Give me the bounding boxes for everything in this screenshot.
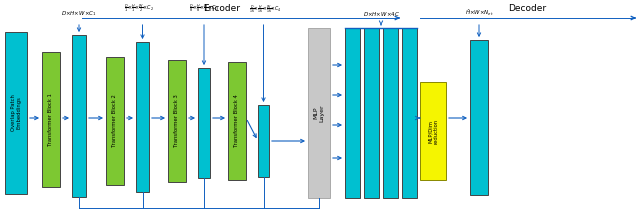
Text: Transformer Block 3: Transformer Block 3 <box>175 95 179 147</box>
Bar <box>42 52 60 187</box>
Bar <box>383 28 398 198</box>
Bar <box>5 32 27 194</box>
Bar <box>106 57 124 185</box>
Bar <box>345 28 360 198</box>
Text: Transformer Block 1: Transformer Block 1 <box>49 93 54 146</box>
Text: Transformer Block 2: Transformer Block 2 <box>113 95 118 147</box>
Bar <box>470 40 488 195</box>
Text: Encoder: Encoder <box>204 4 241 13</box>
Text: Transformer Block 4: Transformer Block 4 <box>234 95 239 147</box>
Text: $\frac{D}{1}{\times}\frac{H}{1}{\times}\frac{W}{2}{\times}C_2$: $\frac{D}{1}{\times}\frac{H}{1}{\times}\… <box>124 2 154 14</box>
Bar <box>72 35 86 197</box>
Bar <box>364 28 379 198</box>
Text: MLP
Layer: MLP Layer <box>314 104 324 122</box>
Bar <box>136 42 149 192</box>
Text: MLP/Dim
reduction: MLP/Dim reduction <box>428 118 438 144</box>
Bar <box>420 82 446 180</box>
Text: $\hat{H}{\times}W{\times}N_{et}$: $\hat{H}{\times}W{\times}N_{et}$ <box>465 8 493 18</box>
Text: Decoder: Decoder <box>508 4 546 13</box>
Text: $\frac{D}{8}{\times}\frac{H}{8}{\times}\frac{W}{8}{\times}C_3$: $\frac{D}{8}{\times}\frac{H}{8}{\times}\… <box>189 2 219 14</box>
Bar <box>168 60 186 182</box>
Bar <box>402 28 417 198</box>
Bar <box>198 68 210 178</box>
Bar <box>345 24 417 28</box>
Bar <box>258 105 269 177</box>
Bar <box>308 28 330 198</box>
Text: $\frac{D}{16}{\times}\frac{H}{16}{\times}\frac{W}{16}{\times}C_4$: $\frac{D}{16}{\times}\frac{H}{16}{\times… <box>249 3 282 15</box>
Text: Overlap Patch
Embeddings: Overlap Patch Embeddings <box>11 95 21 131</box>
Text: $D{\times}H{\times}W{\times}4C$: $D{\times}H{\times}W{\times}4C$ <box>362 10 399 18</box>
Text: $D{\times}H{\times}W{\times}C_1$: $D{\times}H{\times}W{\times}C_1$ <box>61 10 97 18</box>
Bar <box>228 62 246 180</box>
